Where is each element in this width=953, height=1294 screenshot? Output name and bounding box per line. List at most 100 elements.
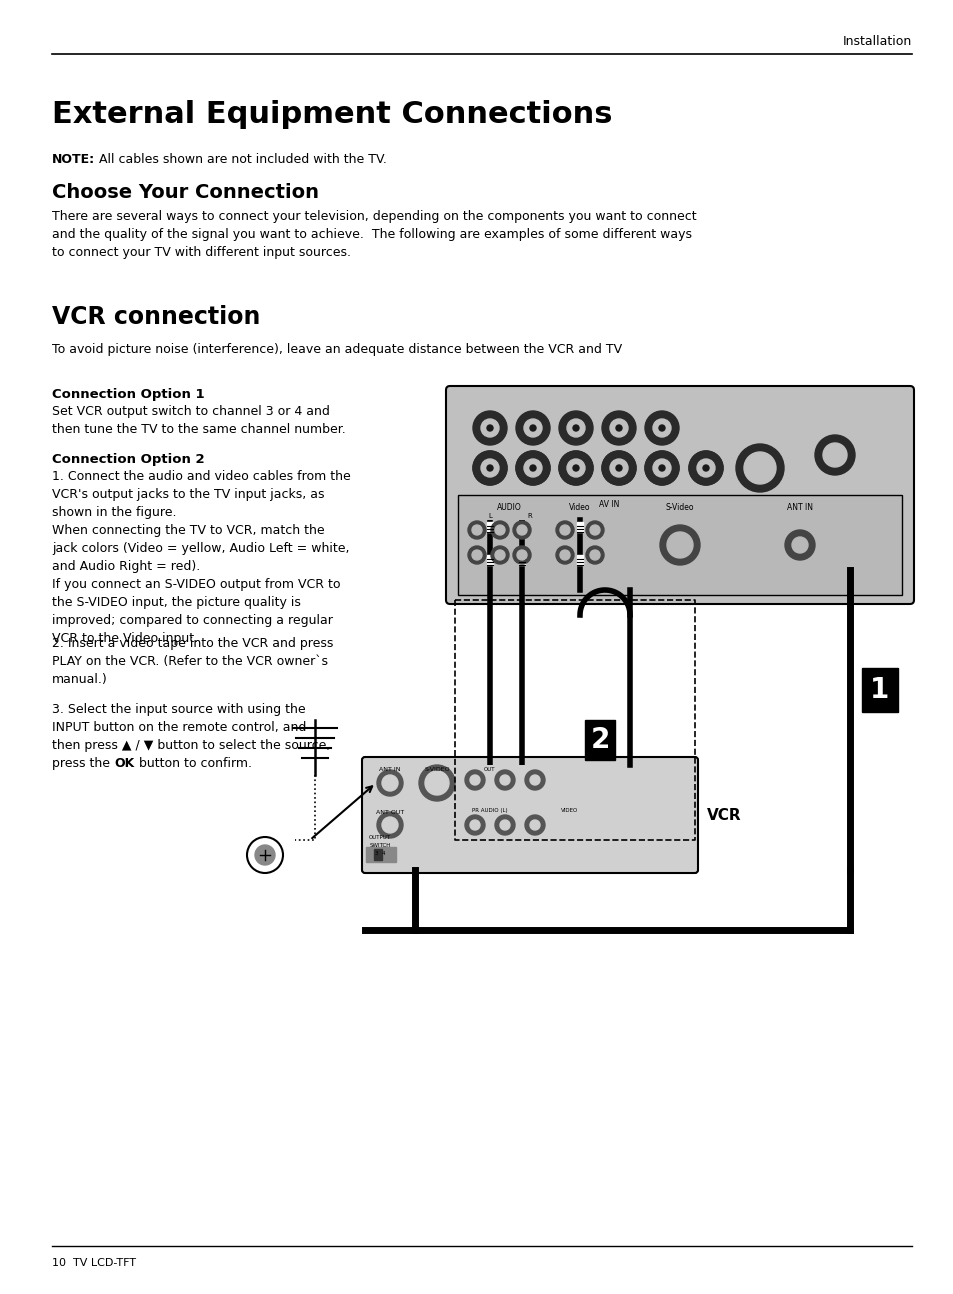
Circle shape xyxy=(784,531,814,560)
Circle shape xyxy=(468,521,485,540)
Circle shape xyxy=(524,770,544,791)
Text: OUT: OUT xyxy=(484,767,496,773)
Circle shape xyxy=(743,452,775,484)
Circle shape xyxy=(688,452,722,485)
Circle shape xyxy=(530,775,539,785)
Circle shape xyxy=(516,452,550,485)
Circle shape xyxy=(381,817,397,833)
Circle shape xyxy=(530,424,536,431)
Circle shape xyxy=(381,775,397,791)
Text: ANT IN: ANT IN xyxy=(379,767,400,773)
Text: L: L xyxy=(488,512,492,519)
Circle shape xyxy=(424,771,449,795)
Circle shape xyxy=(376,813,402,839)
Circle shape xyxy=(470,775,479,785)
Circle shape xyxy=(644,452,679,485)
Circle shape xyxy=(559,525,569,534)
Text: External Equipment Connections: External Equipment Connections xyxy=(52,100,612,129)
Text: VCR connection: VCR connection xyxy=(52,305,260,329)
Text: There are several ways to connect your television, depending on the components y: There are several ways to connect your t… xyxy=(52,210,696,259)
Circle shape xyxy=(566,419,584,437)
Circle shape xyxy=(791,537,807,553)
Bar xyxy=(577,555,582,565)
Circle shape xyxy=(697,459,714,477)
Text: Connection Option 1: Connection Option 1 xyxy=(52,388,204,401)
Text: 1: 1 xyxy=(869,675,889,704)
Text: 2. Insert a video tape into the VCR and press
PLAY on the VCR. (Refer to the VCR: 2. Insert a video tape into the VCR and … xyxy=(52,637,333,686)
Circle shape xyxy=(644,452,679,485)
Circle shape xyxy=(495,815,515,835)
Circle shape xyxy=(472,550,481,560)
Text: AV IN: AV IN xyxy=(598,499,618,509)
Text: Video: Video xyxy=(569,503,590,512)
Circle shape xyxy=(609,419,627,437)
Circle shape xyxy=(659,465,664,471)
Text: 2: 2 xyxy=(590,726,609,754)
Circle shape xyxy=(376,770,402,796)
Circle shape xyxy=(822,443,846,467)
Circle shape xyxy=(814,435,854,475)
Text: Choose Your Connection: Choose Your Connection xyxy=(52,182,318,202)
Text: To avoid picture noise (interference), leave an adequate distance between the VC: To avoid picture noise (interference), l… xyxy=(52,343,621,356)
Text: button to confirm.: button to confirm. xyxy=(135,757,252,770)
Circle shape xyxy=(559,550,569,560)
Text: 10  TV LCD-TFT: 10 TV LCD-TFT xyxy=(52,1258,136,1268)
Circle shape xyxy=(516,411,550,445)
Text: NOTE:: NOTE: xyxy=(52,153,95,166)
Circle shape xyxy=(472,525,481,534)
Text: S-VIDEO: S-VIDEO xyxy=(424,767,450,773)
Circle shape xyxy=(517,525,526,534)
Circle shape xyxy=(473,411,506,445)
Text: R: R xyxy=(527,512,532,519)
Bar xyxy=(374,849,381,861)
Circle shape xyxy=(573,424,578,431)
Circle shape xyxy=(589,525,599,534)
Text: ANT OUT: ANT OUT xyxy=(375,810,404,815)
Circle shape xyxy=(499,775,510,785)
Text: VIDEO: VIDEO xyxy=(560,807,578,813)
Text: OUTPUT: OUTPUT xyxy=(369,835,391,840)
Circle shape xyxy=(659,525,700,565)
Text: OK: OK xyxy=(113,757,134,770)
Circle shape xyxy=(566,459,584,477)
Circle shape xyxy=(491,546,509,564)
Bar xyxy=(457,496,901,595)
Circle shape xyxy=(517,550,526,560)
Circle shape xyxy=(530,820,539,829)
Circle shape xyxy=(486,424,493,431)
Circle shape xyxy=(666,532,692,558)
Circle shape xyxy=(688,452,722,485)
FancyBboxPatch shape xyxy=(361,757,698,873)
Circle shape xyxy=(480,419,498,437)
Circle shape xyxy=(499,820,510,829)
Circle shape xyxy=(523,459,541,477)
Circle shape xyxy=(473,452,506,485)
Bar xyxy=(486,555,493,565)
Circle shape xyxy=(495,525,504,534)
Circle shape xyxy=(601,452,636,485)
Circle shape xyxy=(573,465,578,471)
Circle shape xyxy=(480,459,498,477)
Circle shape xyxy=(558,452,593,485)
FancyBboxPatch shape xyxy=(446,386,913,604)
Bar xyxy=(577,521,582,532)
Text: SWITCH: SWITCH xyxy=(369,842,391,848)
Circle shape xyxy=(516,452,550,485)
Bar xyxy=(518,521,524,532)
Circle shape xyxy=(523,419,541,437)
Text: VCR: VCR xyxy=(706,807,740,823)
Circle shape xyxy=(616,424,621,431)
Circle shape xyxy=(702,465,708,471)
Text: 1. Connect the audio and video cables from the
VCR's output jacks to the TV inpu: 1. Connect the audio and video cables fr… xyxy=(52,470,351,644)
Circle shape xyxy=(589,550,599,560)
Circle shape xyxy=(473,452,506,485)
Circle shape xyxy=(644,411,679,445)
Text: Set VCR output switch to channel 3 or 4 and
then tune the TV to the same channel: Set VCR output switch to channel 3 or 4 … xyxy=(52,405,345,436)
Text: 3. Select the input source with using the
INPUT button on the remote control, an: 3. Select the input source with using th… xyxy=(52,703,330,770)
Text: AUDIO: AUDIO xyxy=(497,503,521,512)
Text: 3  4: 3 4 xyxy=(375,851,385,857)
Circle shape xyxy=(468,546,485,564)
Circle shape xyxy=(495,550,504,560)
Circle shape xyxy=(530,465,536,471)
Circle shape xyxy=(513,546,531,564)
